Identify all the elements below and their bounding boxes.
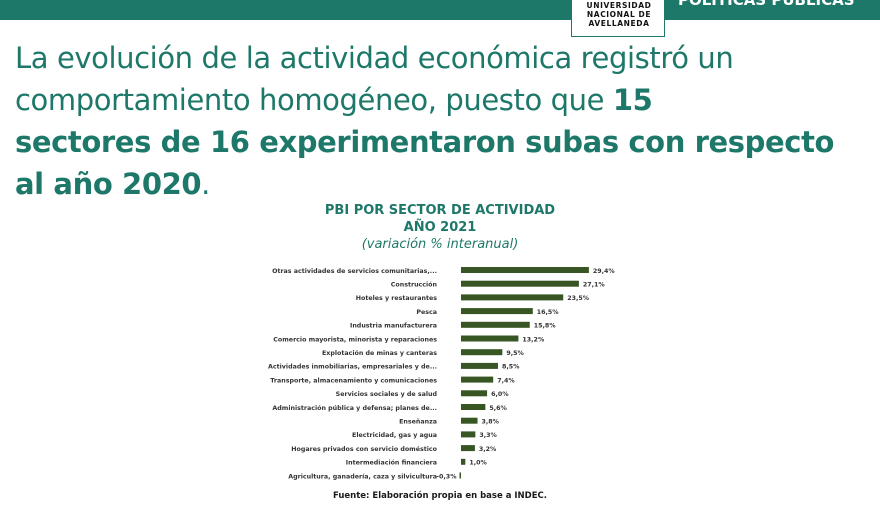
category-label: Construcción xyxy=(391,281,437,289)
bar xyxy=(461,417,478,424)
value-label: 3,2% xyxy=(479,446,497,453)
category-label: Explotación de minas y canteras xyxy=(322,349,437,357)
category-label: Administración pública y defensa; planes… xyxy=(272,404,437,412)
category-label: Comercio mayorista, minorista y reparaci… xyxy=(273,336,437,343)
value-label: 27,1% xyxy=(583,282,606,289)
value-label: 15,8% xyxy=(534,323,557,330)
headline-line-2: comportamiento homogéneo, puesto que 15 xyxy=(15,79,875,121)
logo-line-2: NACIONAL DE xyxy=(586,10,652,19)
value-label: 3,8% xyxy=(482,419,500,426)
value-label: 16,5% xyxy=(537,309,560,316)
value-label: 1,0% xyxy=(469,460,487,467)
bar xyxy=(461,431,476,438)
value-label: 7,4% xyxy=(497,377,515,384)
chart-title-line-2: AÑO 2021 xyxy=(403,220,477,235)
headline-line-3: sectores de 16 experimentaron subas con … xyxy=(15,121,875,163)
category-label: Industria manufacturera xyxy=(350,323,437,330)
bar xyxy=(461,321,530,328)
source-note: Fuente: Elaboración propia en base a IND… xyxy=(332,491,548,501)
chart-title: PBI POR SECTOR DE ACTIVIDAD xyxy=(324,203,556,218)
headline-line-4: al año 2020. xyxy=(15,163,875,205)
category-label: Intermediación financiera xyxy=(346,459,437,467)
logo-line-1: UNIVERSIDAD xyxy=(586,1,652,10)
headline-line-2-bold: 15 xyxy=(612,83,653,117)
category-label: Servicios sociales y de salud xyxy=(336,391,437,398)
bar xyxy=(461,335,519,342)
headline-line-3-bold: sectores de 16 experimentaron subas con … xyxy=(15,125,835,159)
category-label: Hogares privados con servicio doméstico xyxy=(291,445,437,453)
value-label: 5,6% xyxy=(489,405,507,412)
headline-line-4-end: . xyxy=(201,167,210,201)
value-label: -0,3% xyxy=(436,473,457,480)
university-logo: UNIVERSIDAD NACIONAL DE AVELLANEDA xyxy=(571,0,665,37)
logo-line-3: AVELLANEDA xyxy=(588,19,650,28)
value-label: 8,5% xyxy=(502,364,520,371)
value-label: 29,4% xyxy=(593,268,616,275)
headline-line-4-bold: al año 2020 xyxy=(15,167,202,201)
category-label: Actividades inmobiliarias, empresariales… xyxy=(268,364,437,371)
value-label: 13,2% xyxy=(522,336,545,343)
category-label: Electricidad, gas y agua xyxy=(352,432,437,439)
category-label: Pesca xyxy=(416,309,437,316)
bar xyxy=(461,362,498,369)
value-label: 23,5% xyxy=(567,295,590,302)
bar xyxy=(461,445,475,452)
value-label: 9,5% xyxy=(506,350,524,357)
category-label: Hoteles y restaurantes xyxy=(356,295,438,302)
bar xyxy=(459,472,461,479)
category-label: Otras actividades de servicios comunitar… xyxy=(272,268,437,275)
value-label: 6,0% xyxy=(491,391,509,398)
headline-line-2-plain: comportamiento homogéneo, puesto que xyxy=(15,83,613,117)
bar xyxy=(461,294,564,301)
bar xyxy=(461,458,466,465)
headline: La evolución de la actividad económica r… xyxy=(15,37,875,205)
category-label: Transporte, almacenamiento y comunicacio… xyxy=(270,377,437,384)
bar xyxy=(461,280,579,287)
headline-line-1: La evolución de la actividad económica r… xyxy=(15,41,734,75)
section-label: POLÍTICAS PÚBLICAS xyxy=(678,0,855,9)
chart-subtitle: (variación % interanual) xyxy=(361,237,519,252)
category-label: Enseñanza xyxy=(399,419,437,426)
bar xyxy=(461,404,486,410)
bar xyxy=(461,308,533,315)
bar xyxy=(461,267,589,273)
bar xyxy=(461,390,488,397)
value-label: 3,3% xyxy=(479,432,497,439)
bar xyxy=(461,349,503,356)
category-label: Agricultura, ganadería, caza y silvicult… xyxy=(288,472,437,480)
bar xyxy=(461,376,494,383)
